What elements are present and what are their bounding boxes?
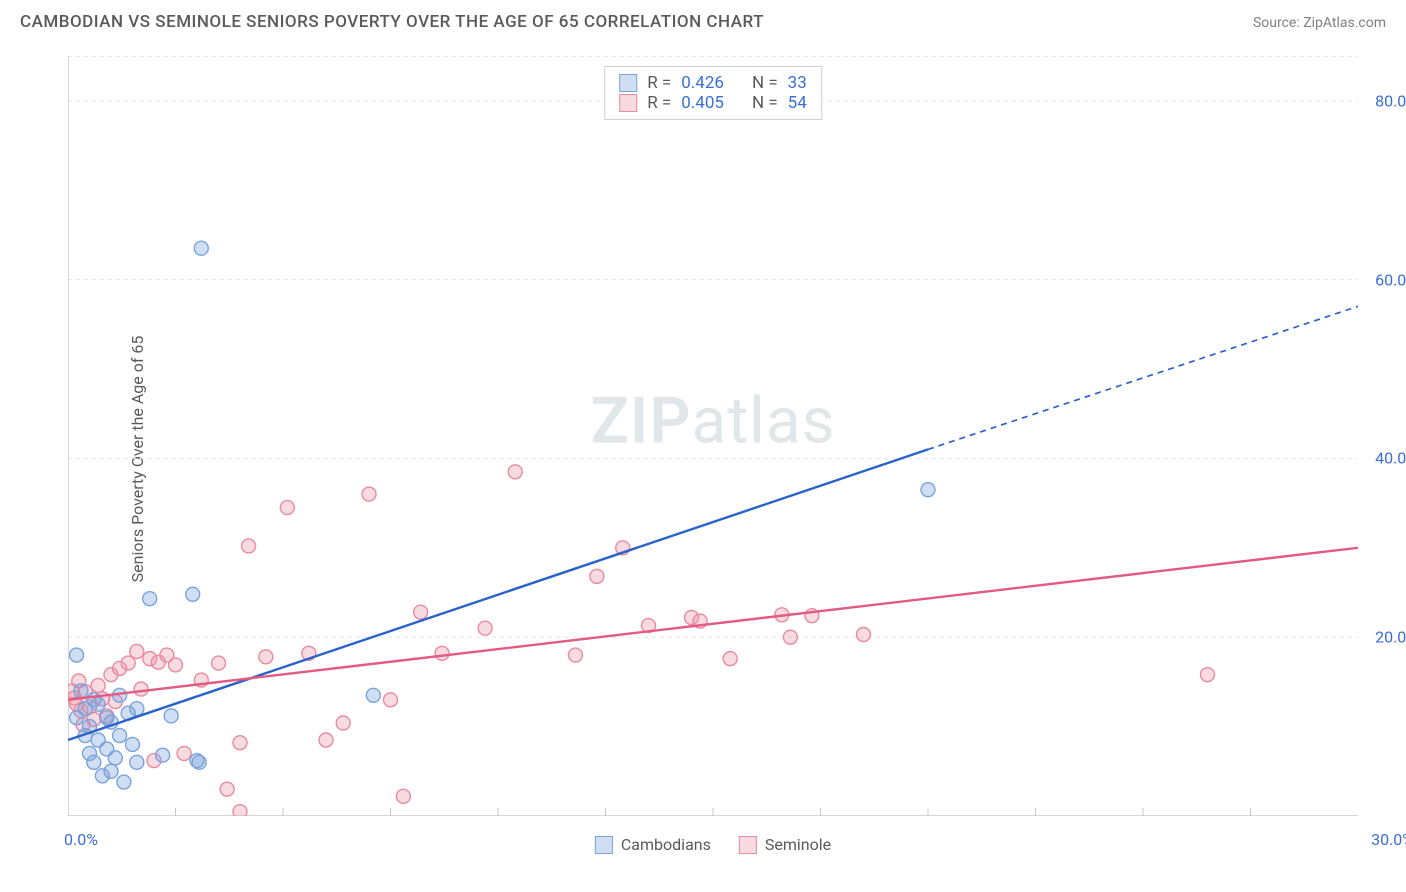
legend-label-1: Seminole — [765, 835, 831, 854]
legend-item-1: Seminole — [739, 835, 831, 854]
plot-area: ZIPatlas R = 0.426 N = 33 R = 0.405 N = … — [68, 56, 1358, 816]
y-tick-label: 80.0% — [1375, 91, 1406, 110]
x-tick-label-min: 0.0% — [64, 830, 98, 849]
r-label-0: R = — [647, 73, 671, 93]
y-tick-label: 60.0% — [1375, 270, 1406, 289]
legend-item-0: Cambodians — [595, 835, 711, 854]
r-value-0: 0.426 — [681, 73, 724, 93]
n-label-1: N = — [752, 93, 778, 113]
y-tick-label: 20.0% — [1375, 628, 1406, 647]
source-label: Source: — [1253, 15, 1303, 31]
correlation-row-1: R = 0.405 N = 54 — [619, 93, 807, 113]
r-value-1: 0.405 — [681, 93, 724, 113]
legend-label-0: Cambodians — [621, 835, 711, 854]
chart-container: Seniors Poverty Over the Age of 65 ZIPat… — [20, 46, 1386, 872]
swatch-series-1 — [619, 94, 637, 112]
swatch-series-0-b — [595, 836, 613, 854]
y-tick-label: 40.0% — [1375, 449, 1406, 468]
scatter-plot-svg — [68, 56, 1358, 816]
correlation-row-0: R = 0.426 N = 33 — [619, 73, 807, 93]
n-label-0: N = — [752, 73, 778, 93]
n-value-0: 33 — [788, 73, 807, 93]
n-value-1: 54 — [788, 93, 807, 113]
series-legend: Cambodians Seminole — [595, 835, 831, 854]
x-tick-label-max: 30.0% — [1371, 830, 1406, 849]
correlation-legend: R = 0.426 N = 33 R = 0.405 N = 54 — [604, 66, 822, 120]
swatch-series-1-b — [739, 836, 757, 854]
swatch-series-0 — [619, 74, 637, 92]
source-link[interactable]: ZipAtlas.com — [1303, 15, 1386, 31]
r-label-1: R = — [647, 93, 671, 113]
chart-title: CAMBODIAN VS SEMINOLE SENIORS POVERTY OV… — [20, 12, 764, 32]
source-attribution: Source: ZipAtlas.com — [1253, 15, 1386, 31]
